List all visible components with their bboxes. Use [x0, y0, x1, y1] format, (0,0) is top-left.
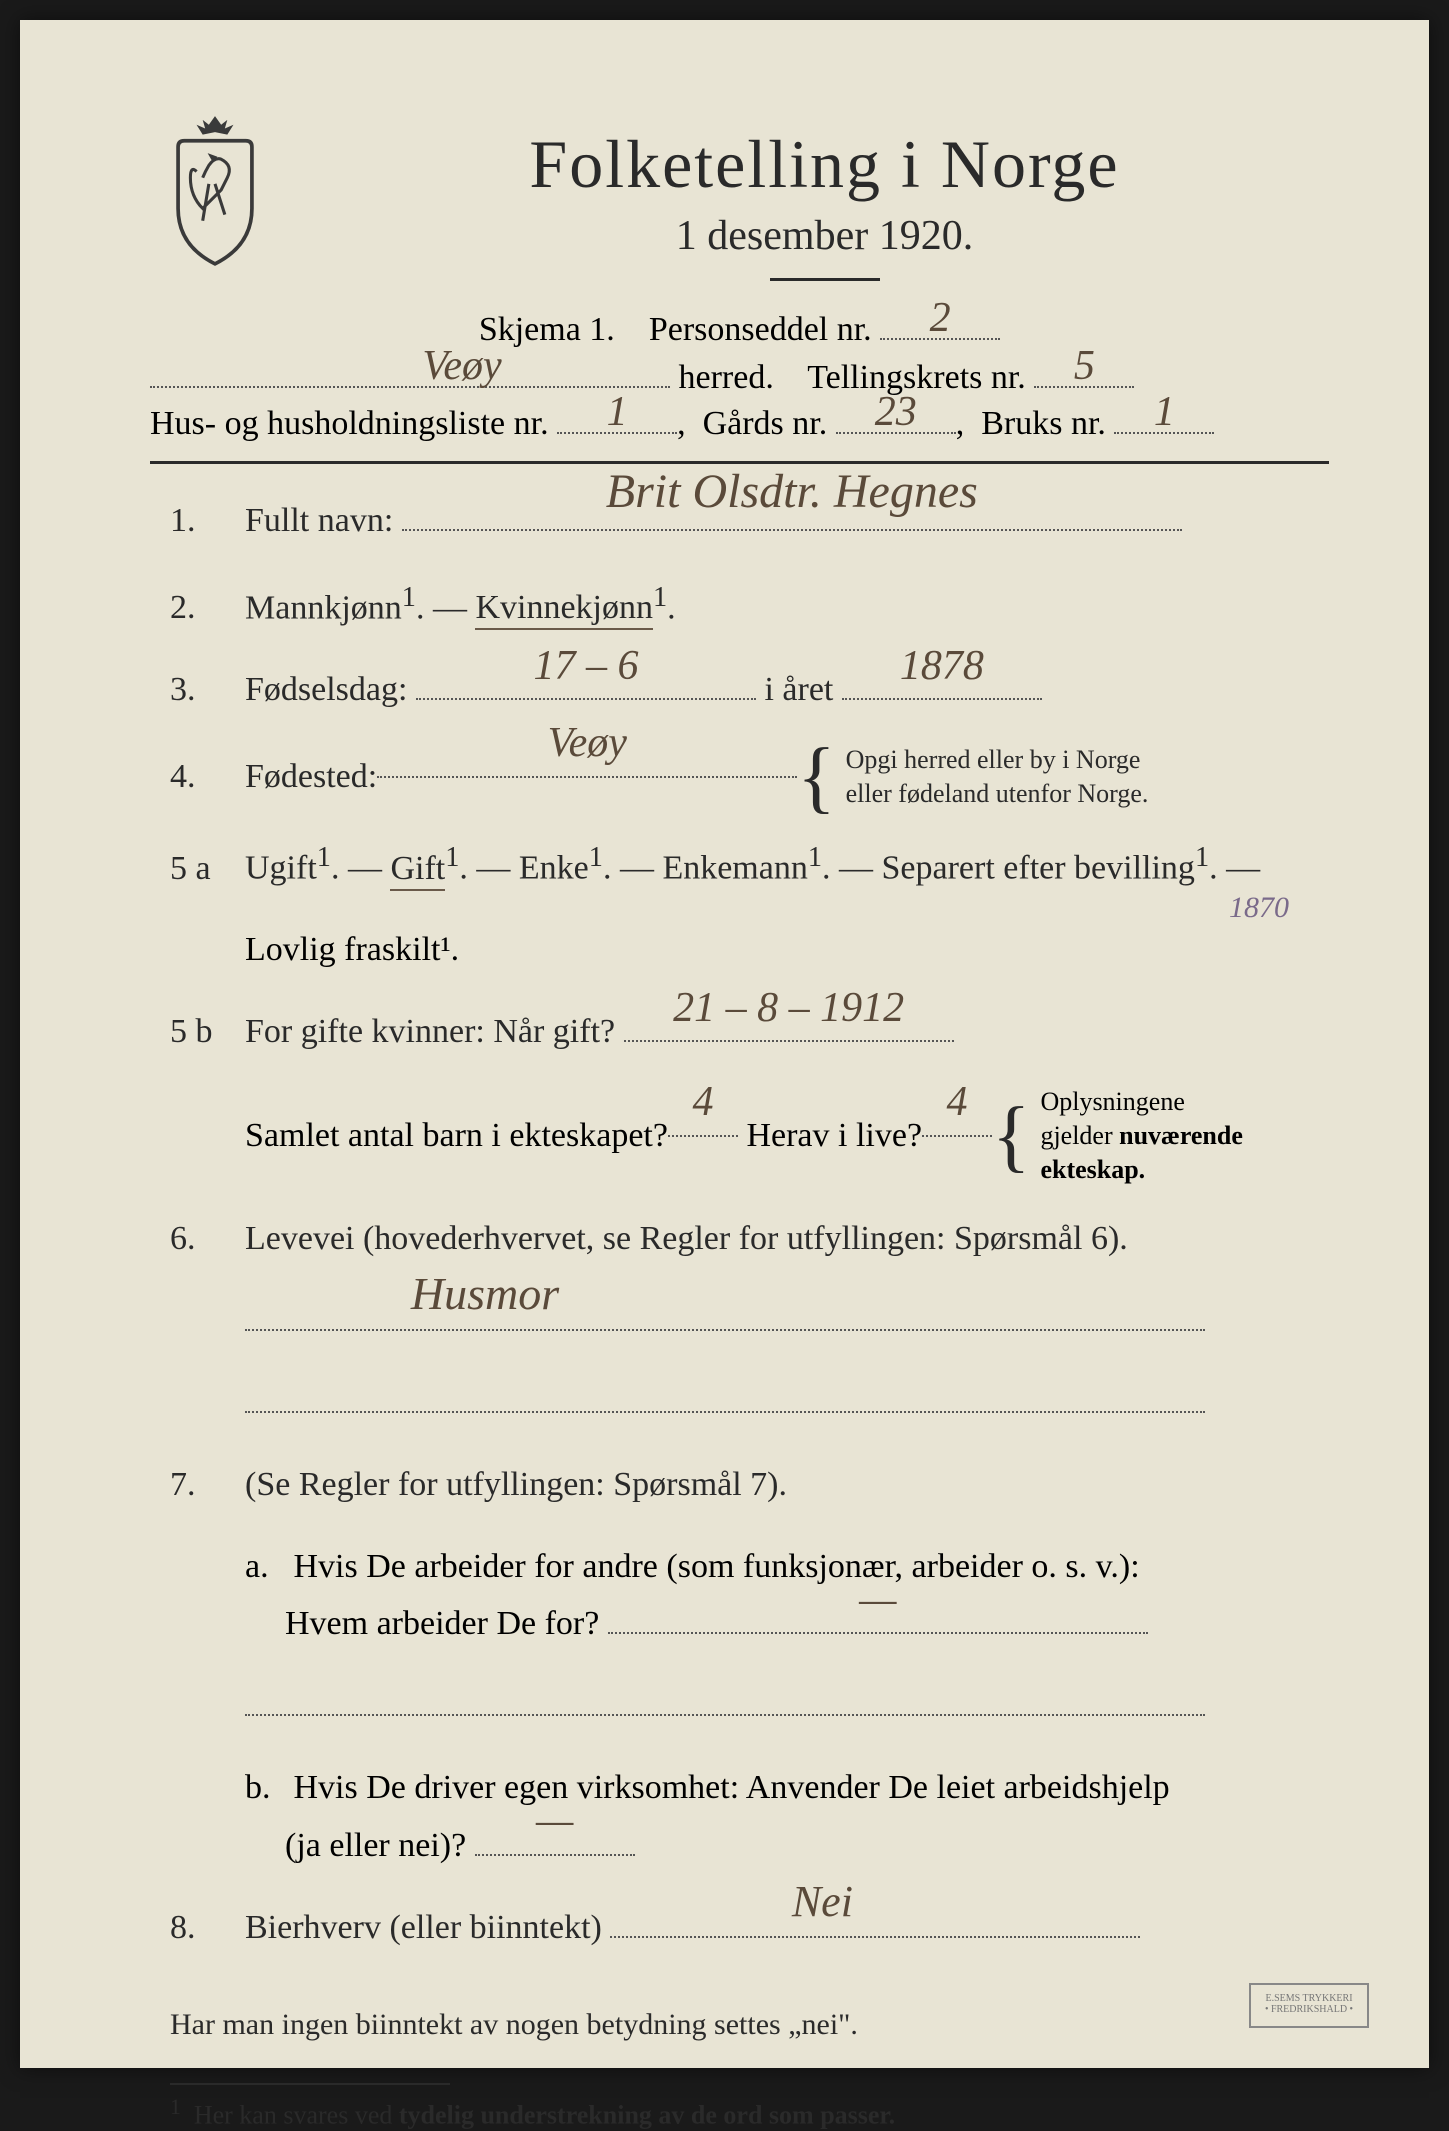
q5b-num: 5 b: [170, 1013, 225, 1051]
q7b-text1: Hvis De driver egen virksomhet: Anvender…: [294, 1769, 1170, 1806]
q2-label-b: Kvinnekjønn: [475, 589, 653, 630]
q1: 1. Fullt navn: Brit Olsdtr. Hegnes: [170, 492, 1329, 550]
q7a-text2: Hvem arbeider De for?: [285, 1605, 599, 1642]
q2-sup1: 1: [402, 582, 416, 613]
q5a-line2: Lovlig fraskilt¹.: [170, 921, 1329, 979]
footnote: 1 Her kan svares ved tydelig understrekn…: [170, 2095, 1329, 2131]
norwegian-crest-icon: [150, 110, 280, 270]
printer-stamp: E.SEMS TRYKKERI• FREDRIKSHALD •: [1249, 1983, 1369, 2028]
brace-icon: {: [797, 753, 835, 801]
title-block: Folketelling i Norge 1 desember 1920.: [320, 110, 1329, 281]
q1-num: 1.: [170, 502, 225, 540]
q7a-value: —: [859, 1565, 896, 1636]
q3-day: 17 – 6: [533, 631, 638, 702]
q5a-num: 5 a: [170, 850, 225, 888]
q2-num: 2.: [170, 589, 225, 627]
q1-value: Brit Olsdtr. Hegnes: [606, 451, 978, 533]
q4-value: Veøy: [548, 708, 627, 779]
herred-value: Veøy: [422, 342, 501, 390]
q8: 8. Bierhverv (eller biinntekt) Nei: [170, 1899, 1329, 1957]
q7a-text1: Hvis De arbeider for andre (som funksjon…: [294, 1548, 1140, 1585]
q2: 2. Mannkjønn1. — Kvinnekjønn1.: [170, 574, 1329, 637]
q8-value: Nei: [792, 1865, 853, 1940]
q2-sup2: 1: [653, 582, 667, 613]
q3-mid: i året: [764, 671, 833, 708]
header: Folketelling i Norge 1 desember 1920.: [150, 110, 1329, 281]
personseddel-label: Personseddel nr.: [649, 311, 872, 348]
q7-num: 7.: [170, 1466, 225, 1504]
q5b-label1: For gifte kvinner: Når gift?: [245, 1013, 615, 1050]
q8-num: 8.: [170, 1909, 225, 1947]
q6-label: Levevei (hovederhvervet, se Regler for u…: [245, 1220, 1128, 1257]
husliste-label: Hus- og husholdningsliste nr.: [150, 405, 549, 442]
meta-line-2: Veøy herred. Tellingskrets nr. 5: [150, 359, 1329, 397]
q6: 6. Levevei (hovederhvervet, se Regler fo…: [170, 1210, 1329, 1268]
q4-num: 4.: [170, 758, 225, 796]
q4: 4. Fødested: Veøy { Opgi herred eller by…: [170, 743, 1329, 811]
q5b-val1: 21 – 8 – 1912: [673, 973, 904, 1044]
meta-line-3: Hus- og husholdningsliste nr. 1, Gårds n…: [150, 405, 1329, 443]
q6-blank: [170, 1374, 1329, 1432]
brace-icon: {: [992, 1112, 1030, 1160]
q5b-label3: Herav i live?: [746, 1107, 922, 1165]
q2-label-a: Mannkjønn: [245, 589, 402, 626]
meta-block: Skjema 1. Personseddel nr. 2 Veøy herred…: [150, 311, 1329, 443]
q5a-annotation: 1870: [1229, 882, 1289, 933]
subtitle: 1 desember 1920.: [320, 212, 1329, 260]
main-title: Folketelling i Norge: [320, 125, 1329, 204]
q3-label: Fødselsdag:: [245, 671, 407, 708]
q5b: 5 b For gifte kvinner: Når gift? 21 – 8 …: [170, 1003, 1329, 1061]
q7b-letter: b.: [245, 1759, 285, 1817]
q6-num: 6.: [170, 1220, 225, 1258]
census-form-page: Folketelling i Norge 1 desember 1920. Sk…: [20, 20, 1429, 2068]
q5b-note: Oplysningene gjelder nuværende ekteskap.: [1040, 1085, 1242, 1186]
q7b-text2: (ja eller nei)?: [285, 1827, 466, 1864]
q5b-line2: Samlet antal barn i ekteskapet? 4 Herav …: [170, 1085, 1329, 1186]
q4-note: Opgi herred eller by i Norge eller fødel…: [846, 743, 1149, 811]
q5b-label2: Samlet antal barn i ekteskapet?: [245, 1107, 668, 1165]
title-rule: [770, 278, 880, 281]
q7b-value: —: [536, 1786, 573, 1857]
q6-value: Husmor: [411, 1255, 559, 1333]
q7a: a. Hvis De arbeider for andre (som funks…: [170, 1538, 1329, 1654]
herred-label: herred.: [679, 359, 774, 396]
q7: 7. (Se Regler for utfyllingen: Spørsmål …: [170, 1456, 1329, 1514]
meta-line-1: Skjema 1. Personseddel nr. 2: [150, 311, 1329, 349]
q7a-blank: [170, 1677, 1329, 1735]
gards-value: 23: [875, 388, 917, 436]
q7a-letter: a.: [245, 1538, 285, 1596]
husliste-value: 1: [607, 388, 628, 436]
bruks-value: 1: [1154, 388, 1175, 436]
questions: 1. Fullt navn: Brit Olsdtr. Hegnes 2. Ma…: [150, 492, 1329, 2131]
q5b-val2: 4: [692, 1067, 713, 1138]
footer-note: Har man ingen biinntekt av nogen betydni…: [170, 1996, 1329, 2053]
personseddel-value: 2: [930, 294, 951, 342]
q8-label: Bierhverv (eller biinntekt): [245, 1909, 602, 1946]
footnote-rule: [170, 2083, 450, 2085]
q5a: 5 a Ugift1. — Gift1. — Enke1. — Enkemann…: [170, 834, 1329, 897]
q3-year: 1878: [900, 631, 984, 702]
q5b-val3: 4: [947, 1067, 968, 1138]
q1-label: Fullt navn:: [245, 502, 393, 539]
bruks-label: Bruks nr.: [981, 405, 1106, 442]
q3-num: 3.: [170, 671, 225, 709]
q4-label: Fødested:: [245, 748, 377, 806]
q6-value-line: Husmor: [170, 1292, 1329, 1350]
q7b: b. Hvis De driver egen virksomhet: Anven…: [170, 1759, 1329, 1875]
gards-label: Gårds nr.: [703, 405, 828, 442]
q7-label: (Se Regler for utfyllingen: Spørsmål 7).: [245, 1466, 787, 1503]
tellingskrets-value: 5: [1074, 342, 1095, 390]
q3: 3. Fødselsdag: 17 – 6 i året 1878: [170, 661, 1329, 719]
